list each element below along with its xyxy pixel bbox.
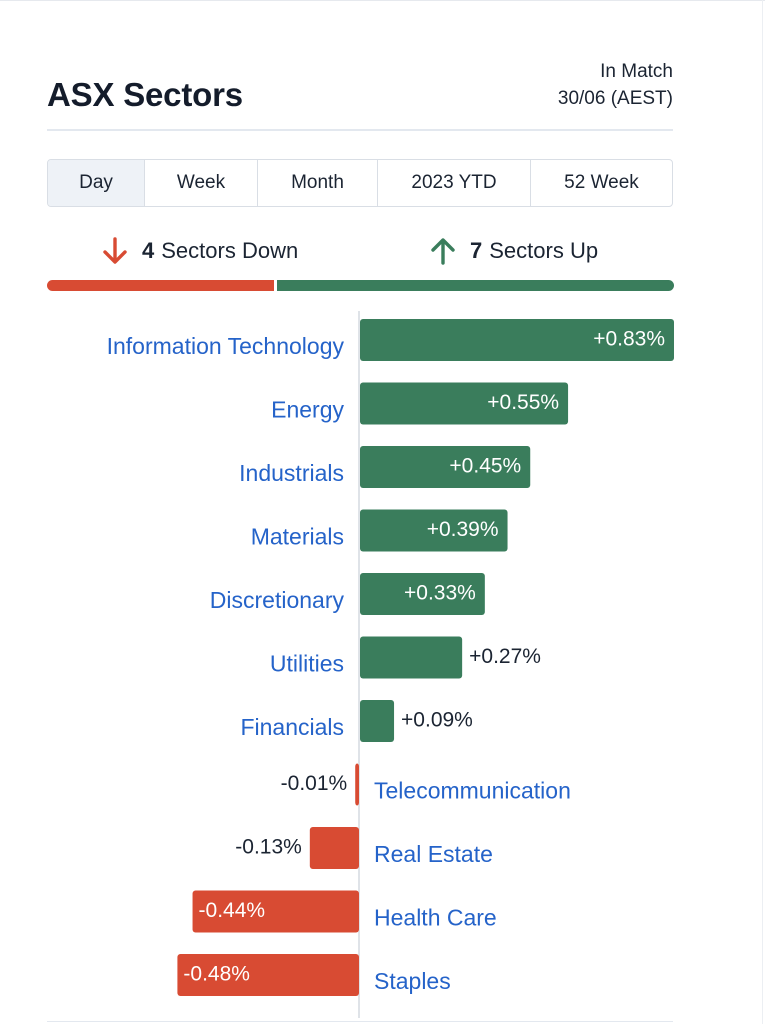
- sector-link[interactable]: Materials: [251, 524, 344, 550]
- sectors-down-label: Sectors Down: [161, 238, 299, 263]
- bar-utilities: [360, 636, 463, 679]
- value-label: -0.44%: [199, 899, 266, 922]
- bar-information-technology: [360, 319, 674, 361]
- value-label: +0.27%: [469, 645, 541, 668]
- sector-link[interactable]: Industrials: [239, 460, 344, 486]
- sectors-down-summary: 4 Sectors Down: [100, 236, 298, 266]
- market-status-date: 30/06 (AEST): [557, 88, 673, 109]
- sectors-up-summary: 7 Sectors Up: [428, 236, 598, 266]
- top-border: [0, 0, 765, 1]
- sector-link[interactable]: Staples: [374, 968, 451, 994]
- value-label: +0.33%: [404, 582, 476, 605]
- bottom-divider: [47, 1021, 673, 1022]
- sector-link[interactable]: Discretionary: [210, 587, 345, 613]
- value-label: -0.01%: [281, 772, 348, 795]
- sector-balance-down: [47, 280, 274, 291]
- sector-link[interactable]: Information Technology: [107, 333, 345, 359]
- sectors-down-count: 4: [142, 238, 155, 263]
- page-title: ASX Sectors: [47, 76, 243, 113]
- market-status-state: In Match: [600, 61, 673, 82]
- bar-industrials: [360, 446, 531, 488]
- market-status: In Match 30/06 (AEST): [558, 58, 673, 112]
- bar-financials: [360, 700, 395, 742]
- arrow-down-icon: [103, 237, 127, 264]
- value-label: +0.45%: [449, 455, 521, 478]
- bar-materials: [360, 509, 508, 552]
- bar-discretionary: [360, 573, 485, 615]
- sector-link[interactable]: Health Care: [374, 905, 497, 931]
- value-label: -0.13%: [235, 836, 302, 859]
- bar-staples: [177, 954, 359, 996]
- sector-link[interactable]: Real Estate: [374, 841, 493, 867]
- sectors-up-count: 7: [470, 238, 483, 263]
- tab-month[interactable]: Month: [257, 160, 377, 206]
- bar-health-care: [192, 890, 359, 933]
- sector-balance-up: [277, 280, 674, 291]
- tab-2023-ytd[interactable]: 2023 YTD: [377, 160, 530, 206]
- value-label: +0.83%: [593, 328, 665, 351]
- value-label: +0.39%: [427, 518, 499, 541]
- sectors-up-label: Sectors Up: [489, 238, 599, 263]
- arrow-up-icon: [431, 238, 455, 265]
- sector-link[interactable]: Financials: [240, 714, 344, 740]
- sector-link[interactable]: Telecommunication: [374, 778, 571, 804]
- tab-day[interactable]: Day: [48, 160, 144, 206]
- right-border: [762, 0, 763, 1024]
- sector-balance-bar: [47, 280, 674, 291]
- header-divider: [47, 129, 673, 131]
- value-label: +0.09%: [401, 709, 473, 732]
- sector-link[interactable]: Energy: [271, 397, 344, 423]
- period-tabs: Day Week Month 2023 YTD 52 Week: [47, 159, 673, 207]
- value-label: +0.55%: [487, 391, 559, 414]
- bar-telecommunication: [355, 763, 359, 806]
- bar-energy: [360, 382, 569, 425]
- value-label: -0.48%: [183, 963, 250, 986]
- tab-52-week[interactable]: 52 Week: [530, 160, 672, 206]
- sector-link[interactable]: Utilities: [270, 651, 344, 677]
- tab-week[interactable]: Week: [144, 160, 257, 206]
- bar-real-estate: [309, 827, 359, 869]
